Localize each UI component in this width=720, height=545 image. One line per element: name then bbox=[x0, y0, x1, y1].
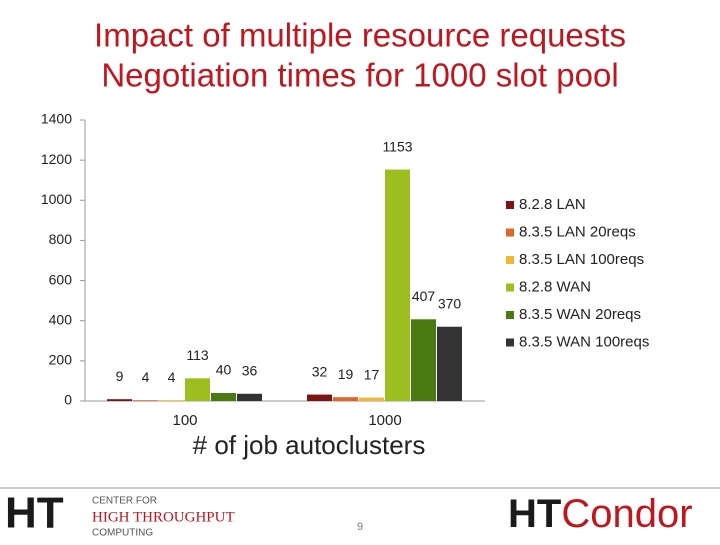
legend-swatch bbox=[506, 228, 514, 237]
bar bbox=[437, 326, 462, 401]
legend-swatch bbox=[506, 338, 514, 347]
bar bbox=[359, 397, 384, 401]
data-label: 40 bbox=[216, 362, 232, 378]
y-tick-label: 1200 bbox=[41, 151, 72, 167]
data-label: 19 bbox=[338, 366, 354, 382]
bar bbox=[307, 394, 332, 401]
legend-label: 8.3.5 WAN 100reqs bbox=[519, 333, 649, 350]
legend-label: 8.3.5 LAN 100reqs bbox=[519, 251, 644, 268]
data-label: 1153 bbox=[382, 138, 412, 154]
x-tick-label: 1000 bbox=[368, 412, 401, 429]
y-tick-label: 800 bbox=[49, 231, 73, 247]
bar bbox=[159, 400, 184, 401]
right-logo-part: HT bbox=[508, 492, 561, 536]
left-logo-mark: HT bbox=[5, 489, 64, 538]
data-label: 17 bbox=[364, 366, 380, 382]
legend-swatch bbox=[506, 256, 514, 264]
data-label: 32 bbox=[312, 363, 328, 379]
y-tick-label: 400 bbox=[49, 311, 73, 327]
x-tick-label: 100 bbox=[172, 412, 197, 429]
data-label: 370 bbox=[438, 295, 462, 311]
legend-label: 8.2.8 LAN bbox=[519, 196, 586, 213]
y-tick-label: 0 bbox=[64, 392, 72, 408]
y-tick-label: 1000 bbox=[41, 191, 72, 207]
left-logo-text: COMPUTING bbox=[92, 528, 153, 539]
data-label: 4 bbox=[168, 369, 176, 385]
right-logo-part: Condor bbox=[561, 492, 692, 536]
bar bbox=[107, 399, 132, 401]
bar bbox=[237, 393, 262, 401]
legend-label: 8.2.8 WAN bbox=[519, 278, 591, 295]
legend-swatch bbox=[506, 201, 514, 209]
data-label: 113 bbox=[186, 347, 209, 363]
title-line: Negotiation times for 1000 slot pool bbox=[101, 57, 618, 94]
data-label: 4 bbox=[142, 369, 150, 385]
left-logo-text: HIGH THROUGHPUT bbox=[92, 509, 235, 525]
left-logo-text: CENTER FOR bbox=[92, 496, 157, 507]
y-tick-label: 1400 bbox=[41, 111, 72, 127]
data-label: 36 bbox=[242, 362, 258, 378]
bar bbox=[411, 319, 436, 401]
bar bbox=[211, 392, 236, 401]
page-number: 9 bbox=[357, 521, 363, 533]
title-line: Impact of multiple resource requests bbox=[94, 17, 626, 54]
legend-swatch bbox=[506, 283, 514, 292]
data-label: 407 bbox=[412, 288, 436, 304]
x-axis-title: # of job autoclusters bbox=[193, 430, 426, 460]
bar bbox=[133, 400, 158, 401]
y-tick-label: 600 bbox=[49, 271, 73, 287]
bar bbox=[333, 397, 358, 401]
bar bbox=[385, 169, 410, 401]
data-label: 9 bbox=[116, 368, 124, 384]
legend-swatch bbox=[506, 311, 514, 319]
legend-label: 8.3.5 WAN 20reqs bbox=[519, 306, 641, 323]
legend-label: 8.3.5 LAN 20reqs bbox=[519, 223, 636, 240]
bar bbox=[185, 378, 210, 401]
y-tick-label: 200 bbox=[49, 352, 73, 368]
right-logo: HTCondor bbox=[508, 492, 693, 536]
